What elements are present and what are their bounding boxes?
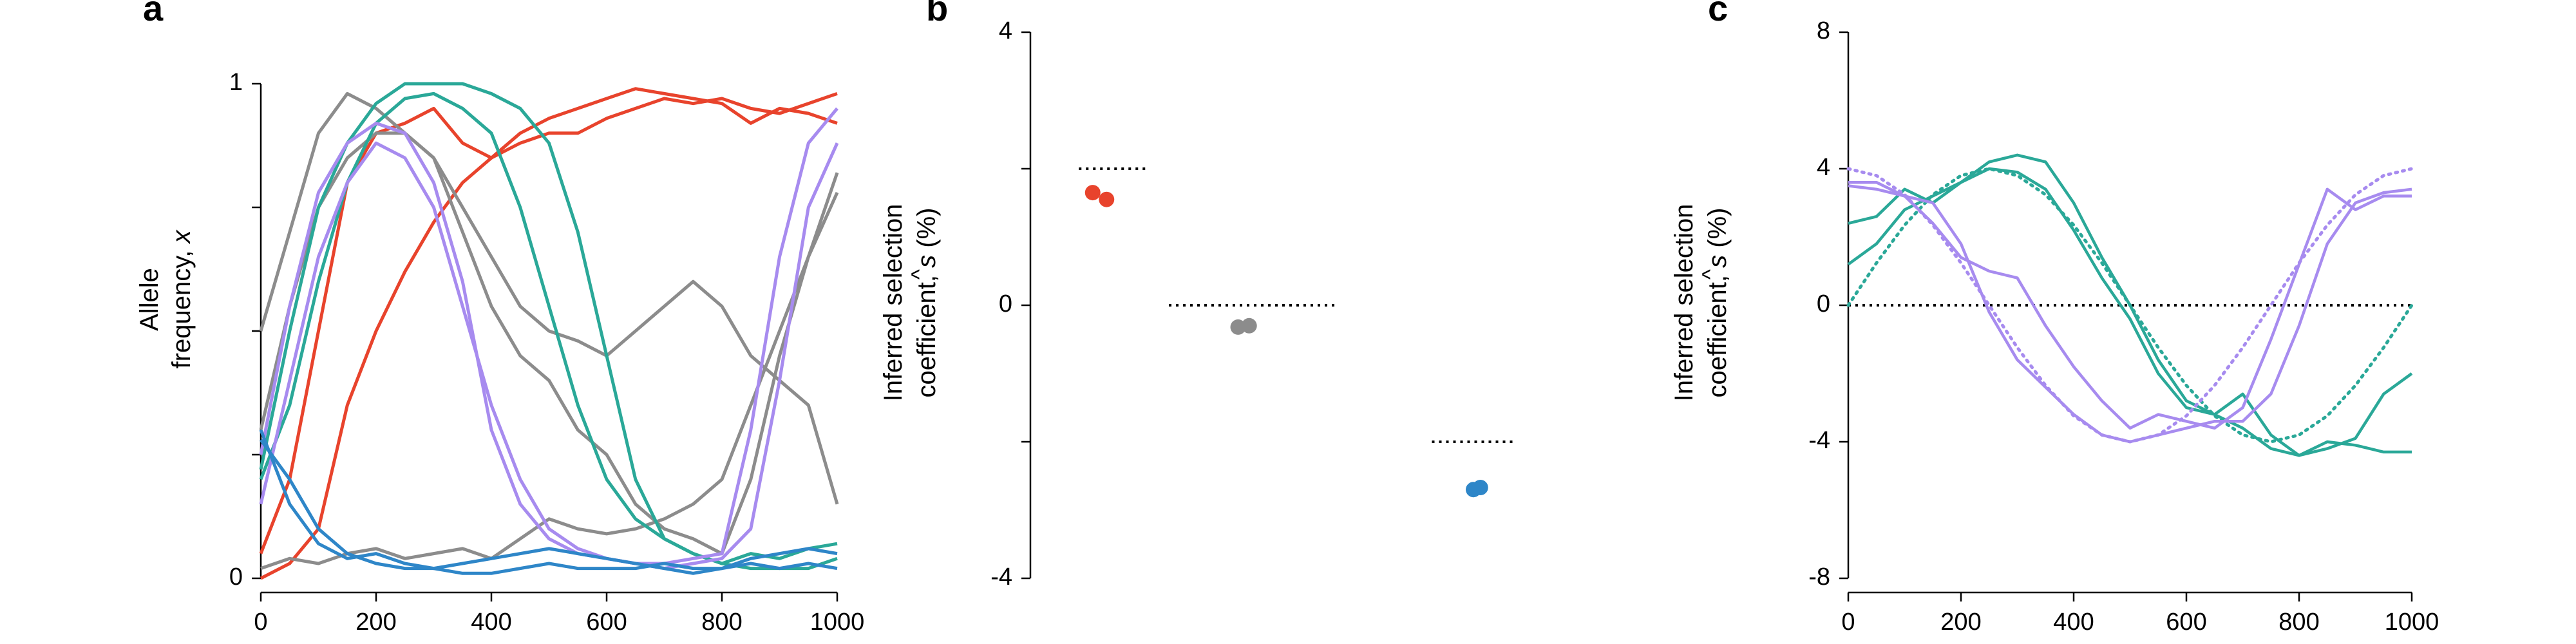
panel-a-x-tick-label: 800 (701, 609, 742, 636)
panel-b-ylabel-line2: coefficient, s (%) (913, 208, 941, 398)
panel-a-trajectory-gray (259, 91, 839, 505)
panel-a-trajectory-gray (260, 191, 839, 570)
panel-b-ylabel-line1: Inferred selection (879, 204, 907, 402)
panel-b-point-red (1084, 185, 1101, 201)
panel-b: -4 0 4 (990, 17, 1515, 591)
panel-c-y-tick-label: 8 (1817, 17, 1830, 44)
panel-c-x-tick-label: 1000 (2385, 609, 2439, 636)
panel-b-y-tick-label: 4 (999, 17, 1012, 44)
panel-a-ylabel-line2: frequency, x (167, 229, 196, 369)
panel-b-y-tick-label: 0 (999, 290, 1012, 317)
panel-c-dotted-teal (1846, 167, 2414, 444)
panel-c-y-tick-label: -4 (1808, 427, 1830, 454)
panel-a-x-tick-label: 1000 (810, 609, 865, 636)
panel-c-x-tick-label: 0 (1841, 609, 1855, 636)
panel-a-trajectory-teal (259, 91, 838, 565)
panel-a-trajectory-blue (259, 429, 838, 575)
panel-b-y-tick-label: -4 (990, 564, 1012, 591)
panel-letter-c: c (1708, 0, 1728, 28)
panel-c-y-tick-label: -8 (1808, 564, 1830, 591)
panel-c-hat-icon: ^ (1698, 269, 1723, 279)
panel-a-x-tick-label: 600 (586, 609, 627, 636)
panel-c-x-tick-label: 800 (2278, 609, 2319, 636)
panel-a-x-tick-label: 200 (355, 609, 396, 636)
panel-c-ylabel-line1: Inferred selection (1670, 204, 1698, 402)
panel-c-solid-teal (1848, 167, 2412, 457)
panel-c-x-tick-label: 400 (2053, 609, 2094, 636)
panel-c-y-tick-label: 4 (1817, 154, 1830, 181)
panel-b-point-red (1099, 191, 1115, 207)
panel-a-trajectory-purple (259, 141, 839, 571)
panel-letter-b: b (926, 0, 948, 28)
panel-c-solid-purple (1848, 180, 2412, 430)
panel-c-y-tick-label: 0 (1817, 290, 1830, 317)
panel-letter-a: a (143, 0, 164, 28)
panel-c-dotted-purple (1846, 167, 2414, 444)
panel-c-x-tick-label: 200 (1940, 609, 1981, 636)
panel-b-hat-icon: ^ (907, 269, 932, 279)
panel-c: -8 -4 0 4 8 0 200 400 600 800 1000 (1808, 17, 2439, 636)
panel-a-ylabel-line1: Allele (135, 268, 164, 331)
panel-b-point-blue (1472, 480, 1488, 496)
panel-a-y-tick-label: 0 (229, 564, 243, 591)
panel-c-x-tick-label: 600 (2166, 609, 2206, 636)
panel-c-ylabel-line2: coefficient, s (%) (1703, 208, 1732, 398)
panel-a-x-tick-label: 0 (254, 609, 267, 636)
panel-b-point-gray (1241, 317, 1257, 334)
panel-a-x-tick-label: 400 (471, 609, 511, 636)
panel-a-trajectory-gray (259, 131, 839, 556)
panel-a-trajectory-purple (259, 107, 838, 565)
panel-a: 0 1 0 200 400 600 800 1000 (229, 69, 864, 636)
panel-a-trajectory-red (260, 92, 838, 580)
panel-a-y-tick-label: 1 (229, 69, 243, 96)
